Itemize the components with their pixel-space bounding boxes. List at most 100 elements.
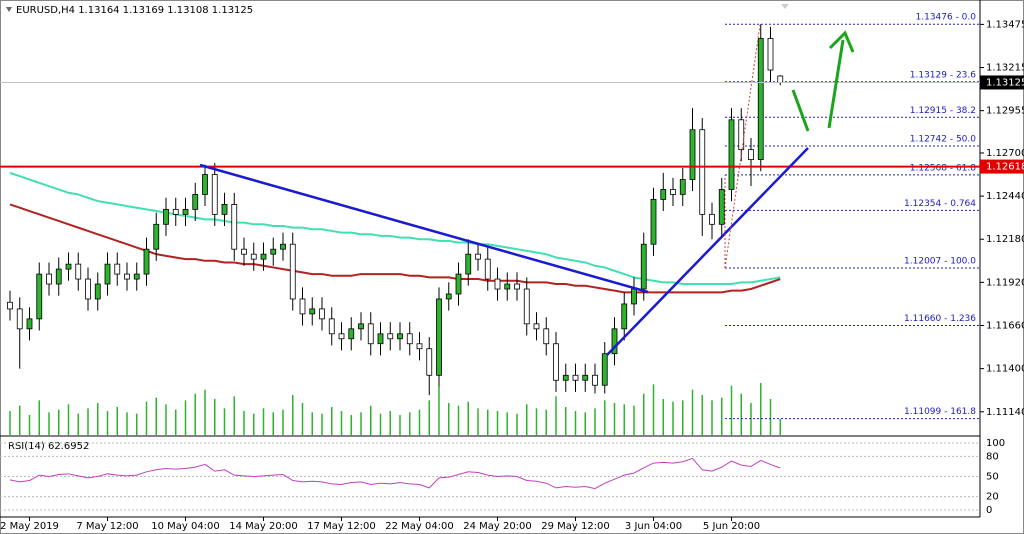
candle-body — [55, 268, 62, 285]
candle-body — [299, 298, 306, 315]
candle-body — [192, 194, 199, 210]
candle-body — [260, 253, 267, 260]
rsi-tick-label: 20 — [986, 492, 999, 503]
candle-body — [202, 174, 208, 195]
candle-body — [163, 208, 169, 225]
candle-body — [104, 263, 111, 285]
candle-body — [172, 208, 179, 215]
candle-body — [65, 263, 72, 270]
fib-label: 1.12742 - 50.0 — [910, 135, 976, 145]
y-tick-label: 1.12955 — [986, 106, 1024, 117]
candle-body — [46, 273, 52, 285]
rsi-line — [9, 457, 781, 490]
candle-body — [241, 248, 247, 255]
candle-body — [757, 38, 764, 161]
chart-title: EURUSD,H4 1.13164 1.13169 1.13108 1.1312… — [16, 5, 253, 16]
moving-average — [9, 203, 781, 294]
candle-body — [211, 174, 218, 215]
candle-body — [523, 288, 530, 325]
candle-body — [475, 253, 481, 260]
x-tick-label: 14 May 20:00 — [229, 521, 298, 532]
candle-body — [709, 213, 715, 225]
shift-marker — [781, 4, 789, 9]
candle-body — [640, 243, 647, 290]
candle-body — [348, 328, 355, 340]
candle-body — [601, 353, 608, 386]
y-tick-label: 1.12700 — [986, 148, 1024, 159]
candle-body — [592, 374, 598, 386]
fib-label: 1.13129 - 23.6 — [910, 70, 976, 80]
rsi-tick-label: 0 — [986, 505, 992, 516]
rsi-title: RSI(14) 62.6952 — [8, 441, 89, 452]
candle-body — [718, 189, 725, 225]
rsi-tick-label: 100 — [986, 438, 1005, 449]
fib-label: 1.12568 - 61.8 — [910, 163, 976, 173]
candle-body — [777, 75, 784, 83]
fib-label: 1.12915 - 38.2 — [910, 106, 976, 116]
candle-body — [143, 248, 150, 275]
candle-body — [85, 278, 91, 300]
resistance-box — [980, 159, 1024, 174]
candle-body — [36, 273, 43, 320]
x-tick-label: 24 May 20:00 — [463, 521, 532, 532]
candle-body — [767, 38, 774, 71]
candle-body — [484, 258, 491, 280]
x-tick-label: 2 May 2019 — [0, 521, 59, 532]
candle-body — [562, 374, 569, 381]
x-tick-label: 7 May 12:00 — [76, 521, 138, 532]
candle-body — [582, 374, 589, 381]
candle-body — [689, 129, 696, 180]
candle-body — [611, 328, 618, 355]
resistance-label: 1.12618 — [986, 162, 1024, 173]
rsi-tick-label: 80 — [986, 451, 999, 462]
y-tick-label: 1.12440 — [986, 191, 1024, 202]
candle-body — [280, 243, 286, 250]
candle-body — [728, 119, 735, 190]
candle-body — [533, 323, 540, 330]
candle-body — [416, 343, 423, 350]
candle-body — [504, 283, 511, 290]
candle-body — [75, 263, 82, 280]
candle-body — [231, 203, 238, 250]
fib-label: 1.11660 - 1.236 — [904, 314, 976, 324]
y-tick-label: 1.11400 — [986, 364, 1024, 375]
candle-body — [114, 263, 121, 275]
candle-body — [26, 318, 33, 330]
y-tick-label: 1.13215 — [986, 63, 1024, 74]
y-tick-label: 1.11920 — [986, 277, 1024, 288]
last-price-box — [980, 75, 1024, 90]
x-tick-label: 3 Jun 04:00 — [625, 521, 682, 532]
fib-label: 1.12007 - 100.0 — [904, 256, 976, 266]
downtrend-line — [199, 163, 649, 294]
candle-body — [94, 283, 101, 300]
candle-body — [153, 223, 160, 250]
candle-body — [514, 283, 520, 290]
x-tick-label: 5 Jun 20:00 — [703, 521, 760, 532]
x-tick-label: 10 May 04:00 — [151, 521, 220, 532]
moving-average — [9, 171, 781, 286]
annotations — [199, 24, 855, 356]
last-price-label: 1.13125 — [986, 77, 1024, 88]
candle-body — [748, 149, 754, 161]
candle-body — [289, 243, 296, 300]
candle-body — [631, 288, 637, 305]
candle-body — [738, 119, 745, 151]
candle-body — [426, 348, 433, 376]
candle-body — [367, 323, 374, 345]
x-tick-label: 29 May 12:00 — [541, 521, 610, 532]
candle-body — [670, 189, 676, 195]
candle-body — [7, 301, 13, 310]
candle-body — [465, 253, 472, 275]
candle-body — [338, 333, 345, 340]
candle-body — [650, 199, 657, 245]
candle-body — [182, 208, 189, 215]
fib-label: 1.12354 - 0.764 — [904, 199, 976, 209]
uptrend-line — [606, 147, 809, 356]
rsi-tick-label: 50 — [986, 472, 999, 483]
plot: 1.13475 1.13215 1.12955 1.12700 1.12440 1.121… — [0, 13, 1024, 532]
y-tick-label: 1.12180 — [986, 234, 1024, 245]
candle-body — [387, 333, 394, 340]
y-tick-label: 1.11660 — [986, 321, 1024, 332]
candle-body — [124, 273, 130, 280]
